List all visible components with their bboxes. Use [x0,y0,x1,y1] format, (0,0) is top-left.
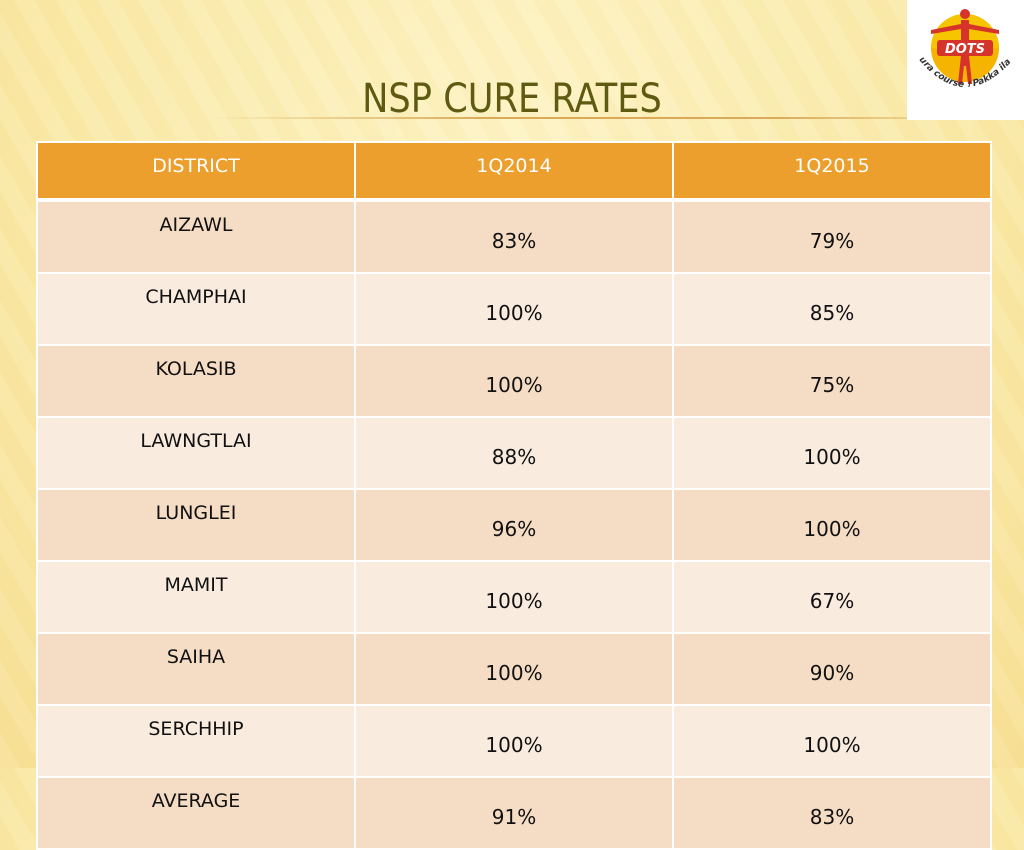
rate-1q2014-cell: 100% [354,704,674,778]
rate-1q2015-cell: 79% [672,199,992,274]
dots-logo: DOTS Pura course । Pakka ilaaj [907,0,1024,120]
table-row: MAMIT 100% 67% [36,560,992,634]
table-row: AIZAWL 83% 79% [36,199,992,274]
rate-1q2015-cell: 75% [672,344,992,418]
district-cell: CHAMPHAI [36,272,356,346]
slide-title: NSP CURE RATES [362,76,662,122]
district-cell: SAIHA [36,632,356,706]
rate-1q2014-cell: 96% [354,488,674,562]
header-1q2015: 1Q2015 [672,141,992,202]
rate-1q2014-cell: 100% [354,560,674,634]
rate-1q2015-cell: 100% [672,416,992,490]
rate-1q2014-cell: 88% [354,416,674,490]
district-cell: MAMIT [36,560,356,634]
rate-1q2015-cell: 100% [672,488,992,562]
title-underline [210,117,910,119]
district-cell: AIZAWL [36,199,356,274]
district-cell: LAWNGTLAI [36,416,356,490]
district-cell: KOLASIB [36,344,356,418]
header-district: DISTRICT [36,141,356,202]
average-1q2014-cell: 91% [354,776,674,850]
table-row: SERCHHIP 100% 100% [36,704,992,778]
logo-name: DOTS [945,42,985,57]
rate-1q2015-cell: 67% [672,560,992,634]
average-1q2015-cell: 83% [672,776,992,850]
table-row: LUNGLEI 96% 100% [36,488,992,562]
rate-1q2014-cell: 100% [354,632,674,706]
rate-1q2014-cell: 100% [354,344,674,418]
table-row: SAIHA 100% 90% [36,632,992,706]
average-label-cell: AVERAGE [36,776,356,850]
header-1q2014: 1Q2014 [354,141,674,202]
table-row: KOLASIB 100% 75% [36,344,992,418]
table-row: CHAMPHAI 100% 85% [36,272,992,346]
table-row-average: AVERAGE 91% 83% [36,776,992,850]
rate-1q2015-cell: 85% [672,272,992,346]
rate-1q2015-cell: 90% [672,632,992,706]
table-row: LAWNGTLAI 88% 100% [36,416,992,490]
cure-rates-table: DISTRICT 1Q2014 1Q2015 AIZAWL 83% 79% CH… [36,141,992,850]
rate-1q2014-cell: 100% [354,272,674,346]
district-cell: LUNGLEI [36,488,356,562]
rate-1q2015-cell: 100% [672,704,992,778]
rate-1q2014-cell: 83% [354,199,674,274]
district-cell: SERCHHIP [36,704,356,778]
table-header-row: DISTRICT 1Q2014 1Q2015 [36,141,992,202]
